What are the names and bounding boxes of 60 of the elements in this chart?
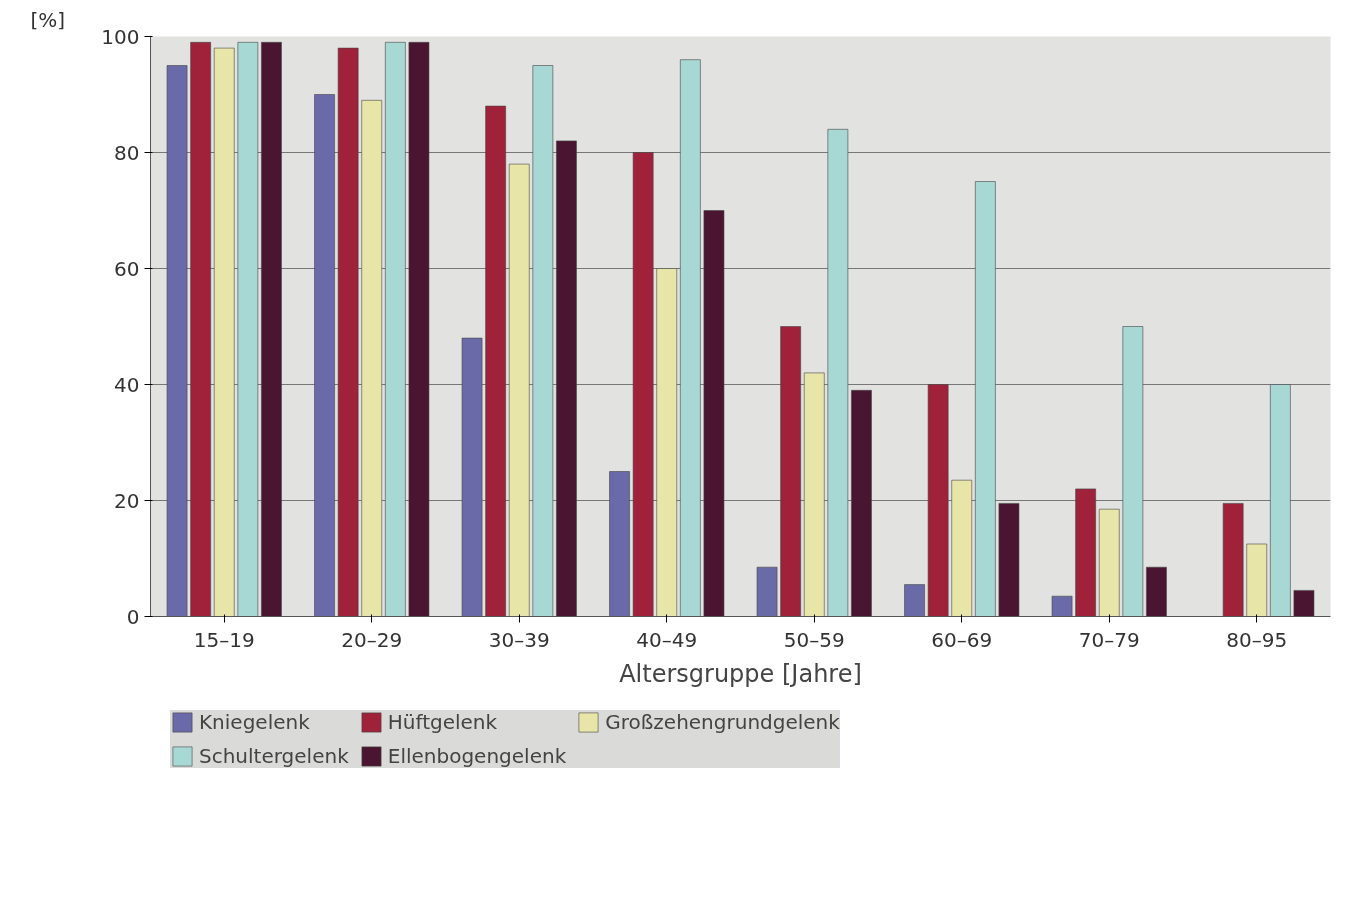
bar [851, 390, 872, 617]
bar [803, 372, 825, 617]
bar [1098, 508, 1120, 617]
bar [927, 384, 949, 617]
x-tick-label: 30–39 [488, 627, 550, 652]
x-axis-title: Altersgruppe [Jahre] [619, 659, 862, 688]
bar [656, 268, 678, 617]
bar [237, 42, 259, 617]
bar [1246, 543, 1268, 617]
y-tick-label: 100 [101, 24, 140, 49]
y-tick-label: 20 [114, 488, 140, 513]
bar [703, 210, 725, 617]
legend-label: Kniegelenk [199, 710, 310, 734]
bar [975, 181, 996, 617]
bar [998, 503, 1020, 617]
x-tick-label: 60–69 [931, 627, 993, 652]
bar [337, 47, 359, 617]
bar [485, 105, 506, 617]
y-tick-label: 40 [114, 372, 140, 397]
bar [190, 42, 211, 617]
bar [508, 163, 530, 617]
x-tick-label: 15–19 [193, 627, 255, 652]
legend-label: Hüftgelenk [387, 710, 498, 734]
bar [1222, 503, 1244, 617]
y-tick-label: 80 [114, 140, 140, 165]
bar [556, 140, 577, 617]
bar [1270, 384, 1291, 617]
bar [904, 584, 925, 617]
bar [261, 42, 282, 617]
bar [1293, 590, 1315, 617]
bar [609, 471, 630, 617]
bar [680, 59, 701, 617]
bar [166, 65, 188, 617]
bar [1051, 595, 1073, 617]
y-axis-title: [%] [30, 7, 66, 32]
bar [314, 94, 335, 617]
legend-label: Schultergelenk [199, 744, 349, 768]
bar [827, 129, 849, 617]
legend-label: Ellenbogengelenk [387, 744, 567, 768]
bar [385, 42, 406, 617]
bar [461, 337, 483, 617]
bar [780, 326, 801, 617]
bar [213, 47, 235, 617]
x-tick-label: 20–29 [341, 627, 403, 652]
x-tick-label: 40–49 [636, 627, 698, 652]
x-tick-label: 50–59 [783, 627, 845, 652]
legend-label: Großzehengrundgelenk [605, 710, 840, 734]
bar [951, 479, 973, 617]
y-tick-label: 0 [126, 604, 140, 629]
x-tick-label: 80–95 [1226, 627, 1288, 652]
bar [756, 566, 778, 617]
bar [361, 100, 383, 617]
y-tick-label: 60 [114, 256, 140, 281]
bar [1146, 566, 1167, 617]
bar [532, 65, 554, 617]
x-tick-label: 70–79 [1078, 627, 1140, 652]
bar [408, 42, 430, 617]
bar [632, 152, 654, 617]
bar [1075, 488, 1096, 617]
bar [1122, 326, 1144, 617]
